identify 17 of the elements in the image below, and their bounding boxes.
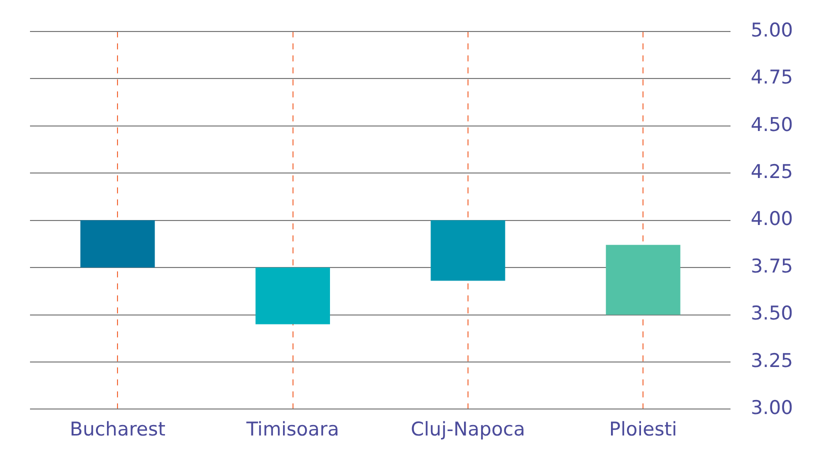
y-tick-label: 3.00 — [750, 397, 794, 420]
y-tick-label: 4.25 — [750, 161, 794, 184]
x-tick-label: Cluj-Napoca — [410, 418, 526, 441]
bar — [430, 220, 506, 281]
x-tick-label: Ploiesti — [609, 418, 678, 441]
y-tick-label: 5.00 — [750, 19, 794, 42]
y-tick-label: 3.75 — [750, 255, 794, 278]
x-tick-label: Timisoara — [245, 418, 340, 441]
x-tick-label: Bucharest — [70, 418, 166, 441]
y-tick-label: 4.00 — [750, 208, 794, 230]
y-tick-label: 3.25 — [750, 350, 794, 372]
bar — [256, 268, 330, 324]
y-tick-label: 4.75 — [750, 66, 794, 89]
y-tick-label: 3.50 — [750, 302, 794, 325]
bar — [606, 244, 680, 315]
y-tick-label: 4.50 — [750, 114, 794, 136]
bar — [80, 220, 155, 268]
